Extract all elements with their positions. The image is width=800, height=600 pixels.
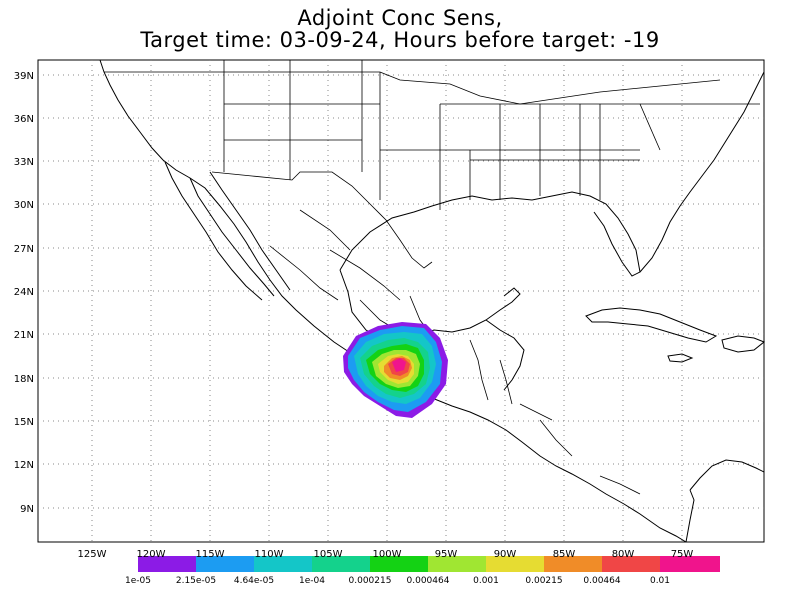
lat-labels: 39N 36N 33N 30N 27N 24N 21N 18N 15N 12N …: [14, 71, 34, 515]
colorbar-label: 1e-05: [125, 576, 151, 586]
sensitivity-field: [343, 322, 448, 418]
colorbar-swatch: [428, 556, 486, 572]
colorbar-label: 0.000215: [349, 576, 392, 586]
plot-subtitle: Target time: 03-09-24, Hours before targ…: [140, 28, 660, 52]
colorbar-label: 0.01: [650, 576, 670, 586]
lat-label: 15N: [14, 417, 34, 428]
lat-label: 9N: [20, 504, 34, 515]
lat-label: 30N: [14, 200, 34, 211]
colorbar-label: 0.00464: [583, 576, 620, 586]
colorbar-label: 4.64e-05: [234, 576, 274, 586]
lat-label: 39N: [14, 71, 34, 82]
colorbar-label: 1e-04: [299, 576, 325, 586]
plot-title: Adjoint Conc Sens,: [297, 6, 503, 30]
lon-label: 105W: [314, 549, 343, 560]
colorbar-swatch: [486, 556, 544, 572]
political-borders: [104, 60, 760, 495]
lon-label: 75W: [671, 549, 694, 560]
colorbar-swatch: [138, 556, 196, 572]
colorbar-label: 0.000464: [407, 576, 450, 586]
lat-label: 27N: [14, 244, 34, 255]
lat-label: 21N: [14, 330, 34, 341]
map-frame: [37, 59, 765, 543]
colorbar-swatch: [602, 556, 660, 572]
map-grid: [38, 60, 764, 542]
lat-label: 12N: [14, 460, 34, 471]
colorbar: [138, 556, 720, 572]
lon-label: 95W: [435, 549, 458, 560]
lon-label: 120W: [137, 549, 166, 560]
lon-label: 100W: [373, 549, 402, 560]
lon-label: 110W: [255, 549, 284, 560]
lon-label: 115W: [196, 549, 225, 560]
colorbar-swatch: [660, 556, 720, 572]
colorbar-label: 0.00215: [525, 576, 562, 586]
colorbar-label: 0.001: [473, 576, 499, 586]
lat-label: 36N: [14, 114, 34, 125]
colorbar-label: 2.15e-05: [176, 576, 216, 586]
coastlines: [99, 59, 765, 543]
colorbar-swatch: [254, 556, 312, 572]
colorbar-swatch: [196, 556, 254, 572]
lon-label: 80W: [612, 549, 635, 560]
contour-0.01: [392, 358, 406, 372]
colorbar-swatch: [312, 556, 370, 572]
lon-label: 90W: [494, 549, 517, 560]
lat-label: 24N: [14, 287, 34, 298]
lon-label: 85W: [553, 549, 576, 560]
lon-labels: 125W 120W 115W 110W 105W 100W 95W 90W 85…: [78, 549, 694, 560]
lon-label: 125W: [78, 549, 107, 560]
colorbar-labels: 1e-05 2.15e-05 4.64e-05 1e-04 0.000215 0…: [125, 576, 670, 586]
colorbar-swatch: [544, 556, 602, 572]
lat-label: 33N: [14, 157, 34, 168]
lat-label: 18N: [14, 374, 34, 385]
colorbar-swatch: [370, 556, 428, 572]
